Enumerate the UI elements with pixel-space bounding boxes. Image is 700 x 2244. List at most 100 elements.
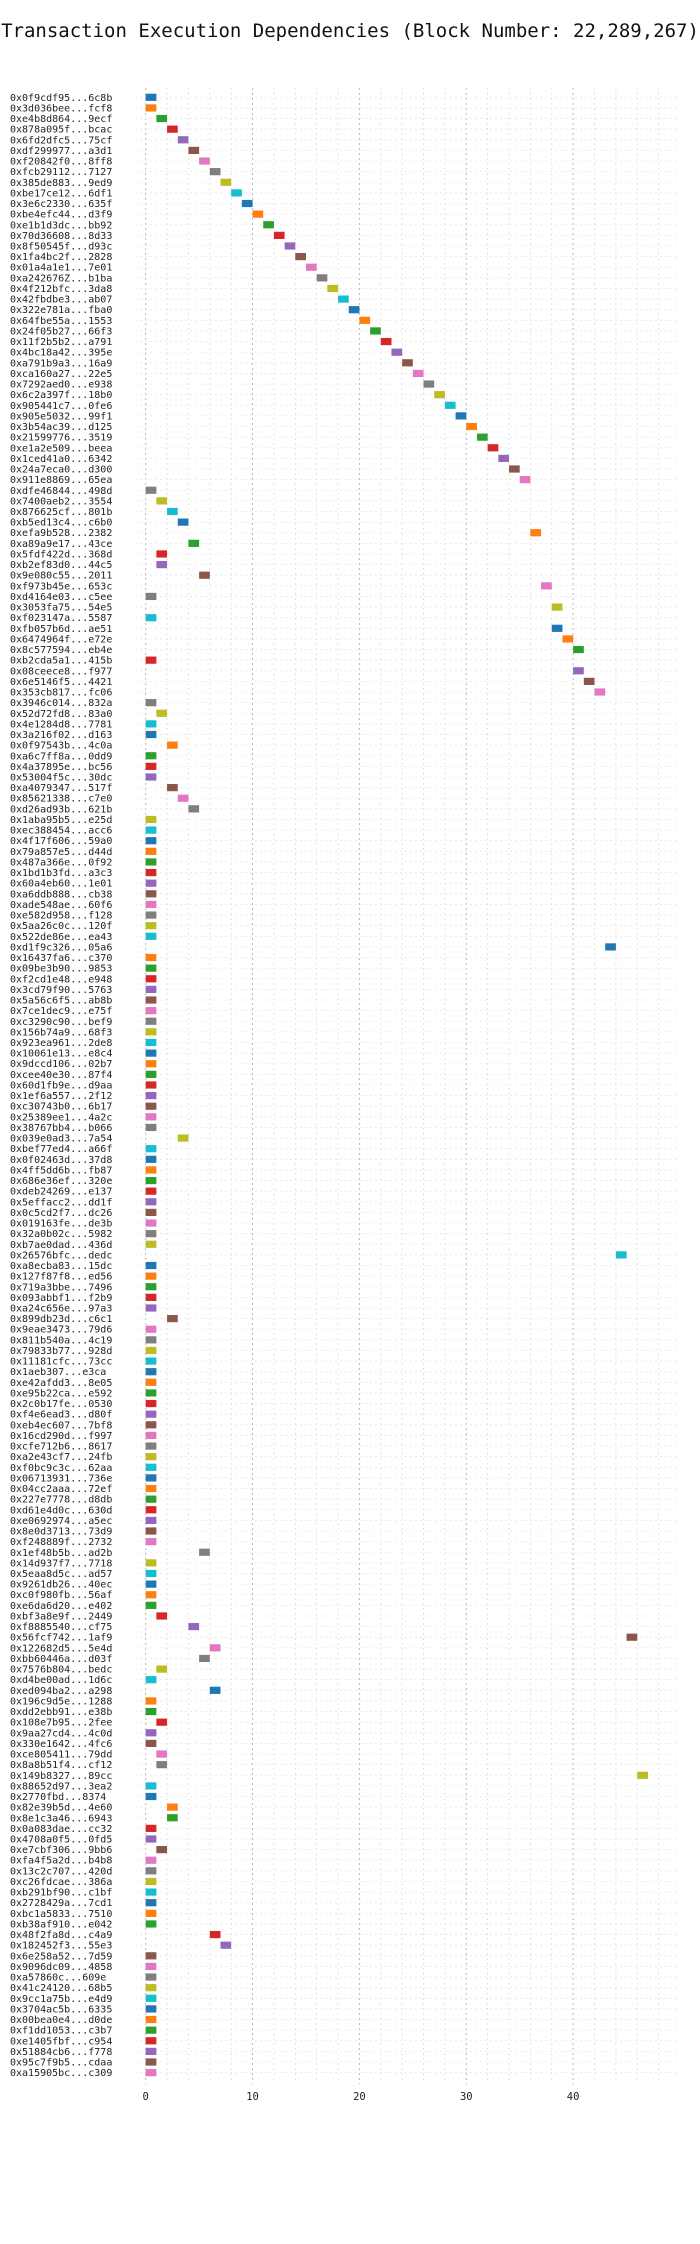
- gantt-bar: [145, 1145, 157, 1153]
- gantt-bar: [145, 1824, 157, 1832]
- gantt-bar: [156, 114, 168, 123]
- y-tick-label: 0xe582d958...f128: [10, 911, 112, 922]
- y-tick-label: 0xefa9b528...2382: [10, 528, 112, 539]
- y-tick-label: 0xf8885540...cf75: [10, 1622, 112, 1633]
- gantt-bar: [487, 444, 499, 452]
- y-tick-label: 0x3e6c2330...635f: [10, 199, 112, 210]
- y-tick-label: 0x52d72fd8...83a0: [10, 709, 112, 720]
- x-tick-label: 20: [353, 2091, 366, 2103]
- y-tick-label: 0x9261db26...40ec: [10, 1580, 112, 1591]
- gantt-bar: [145, 104, 157, 112]
- y-tick-label: 0x4f17f606...59a0: [10, 836, 112, 847]
- y-tick-label: 0xeb4ec607...7bf8: [10, 1420, 112, 1431]
- y-tick-label: 0x24a7eca0...d300: [10, 465, 112, 476]
- y-tick-label: 0x85621338...c7e0: [10, 794, 112, 805]
- y-tick-label: 0x2770fbd...8374: [10, 1792, 106, 1803]
- gantt-bar: [188, 539, 200, 547]
- y-tick-label: 0xc0f980fb...56af: [10, 1590, 112, 1601]
- y-tick-label: 0xb291bf90...c1bf: [10, 1888, 112, 1899]
- y-tick-label: 0x1bd1b3fd...a3c3: [10, 868, 112, 879]
- y-tick-label: 0xca160a27...22e5: [10, 369, 112, 380]
- gantt-bar: [209, 168, 221, 176]
- gantt-bar: [145, 1835, 157, 1843]
- y-tick-label: 0x70d36608...8d33: [10, 231, 112, 242]
- gantt-bar: [188, 805, 200, 813]
- y-tick-label: 0xa24c656e...97a3: [10, 1303, 112, 1314]
- row-label-layer: 0x0f9cdf95...6c8b0x3d036bee...fcf80xe4b8…: [10, 93, 112, 2079]
- gantt-bar: [145, 1527, 157, 1535]
- gantt-bar: [573, 667, 584, 675]
- gantt-bar: [145, 868, 157, 877]
- y-tick-label: 0xd1f9c326...05a6: [10, 942, 112, 953]
- y-tick-label: 0x8a8b51f4...cf12: [10, 1760, 112, 1771]
- y-tick-label: 0x6c2a397f...18b0: [10, 390, 112, 401]
- gantt-bar: [177, 136, 189, 144]
- y-tick-label: 0x48f2fa8d...c4a9: [10, 1930, 112, 1941]
- y-tick-label: 0x686e36ef...320e: [10, 1176, 112, 1187]
- gantt-bar: [220, 178, 232, 186]
- gantt-bar: [199, 571, 210, 579]
- gantt-bar: [156, 550, 168, 558]
- gantt-bar: [509, 465, 520, 473]
- gantt-bar: [444, 401, 456, 409]
- y-tick-label: 0xa6c7ff8a...0dd9: [10, 751, 112, 762]
- gantt-bar: [145, 1431, 157, 1440]
- y-tick-label: 0x6e5146f5...4421: [10, 677, 112, 688]
- y-tick-label: 0xd26ad93b...621b: [10, 804, 112, 815]
- y-tick-label: 0x876625cf...801b: [10, 507, 112, 518]
- y-tick-label: 0x16437fa6...c370: [10, 953, 112, 964]
- gantt-bar: [145, 1442, 157, 1450]
- gantt-bar: [199, 1548, 210, 1556]
- y-tick-label: 0xb5ed13c4...c6b0: [10, 518, 112, 529]
- y-tick-label: 0x719a3bbe...7496: [10, 1282, 112, 1293]
- gantt-bar: [167, 507, 178, 516]
- gantt-bar: [145, 847, 157, 855]
- gantt-bar: [145, 1357, 157, 1365]
- y-tick-label: 0x487a366e...0f92: [10, 857, 112, 868]
- gantt-bar: [476, 433, 488, 441]
- y-tick-label: 0x88652d97...3ea2: [10, 1781, 112, 1792]
- gantt-bar: [188, 146, 200, 155]
- gantt-bar: [145, 1453, 157, 1461]
- y-tick-label: 0xdd2ebb91...e38b: [10, 1707, 112, 1718]
- gantt-bar: [145, 1378, 157, 1386]
- gantt-bar: [637, 1771, 648, 1779]
- gantt-bar: [145, 1166, 157, 1174]
- y-tick-label: 0x1ced41a0...6342: [10, 454, 112, 465]
- gantt-bar: [145, 773, 157, 781]
- y-tick-label: 0xd61e4d0c...630d: [10, 1505, 112, 1516]
- gantt-bar: [145, 1952, 157, 1960]
- y-tick-label: 0xdfe46844...498d: [10, 486, 112, 497]
- gantt-bar: [209, 1930, 221, 1939]
- gantt-bar: [145, 1463, 157, 1471]
- gantt-bar: [199, 1654, 210, 1663]
- gantt-bar: [145, 879, 157, 887]
- y-tick-label: 0x6fd2dfc5...75cf: [10, 135, 112, 146]
- gantt-bar: [626, 1633, 638, 1641]
- y-tick-label: 0x0c5cd2f7...dc26: [10, 1208, 112, 1219]
- y-tick-label: 0x3946c014...832a: [10, 698, 112, 709]
- gantt-bar: [145, 1176, 157, 1185]
- y-tick-label: 0x24f05b27...66f3: [10, 326, 112, 337]
- gantt-bar: [145, 1909, 157, 1917]
- y-tick-label: 0x8f50545f...d93c: [10, 241, 112, 252]
- y-tick-label: 0xce805411...79dd: [10, 1750, 112, 1761]
- y-tick-label: 0x0f02463d...37d8: [10, 1155, 112, 1166]
- y-tick-label: 0x56fcf742...1af9: [10, 1633, 112, 1644]
- y-tick-label: 0x0a083dae...cc32: [10, 1824, 112, 1835]
- y-tick-label: 0xc26fdcae...386a: [10, 1877, 112, 1888]
- y-tick-label: 0xfa4f5a2d...b4b8: [10, 1856, 112, 1867]
- y-tick-label: 0xe4b8d864...9ecf: [10, 114, 112, 125]
- y-tick-label: 0xec388454...acc6: [10, 826, 112, 837]
- y-tick-label: 0x522de86e...ea43: [10, 932, 112, 943]
- gantt-bar: [145, 1081, 157, 1089]
- gantt-bar: [167, 1803, 178, 1811]
- gantt-bar: [177, 794, 189, 802]
- y-tick-label: 0x0f97543b...4c0a: [10, 741, 112, 752]
- gantt-bar: [145, 1187, 157, 1195]
- gantt-bar: [156, 1761, 168, 1769]
- gantt-bar: [145, 1091, 157, 1100]
- y-tick-label: 0x08ceece8...f977: [10, 666, 112, 677]
- y-tick-label: 0xb7ae0dad...436d: [10, 1240, 112, 1251]
- y-tick-label: 0x196c9d5e...1288: [10, 1696, 112, 1707]
